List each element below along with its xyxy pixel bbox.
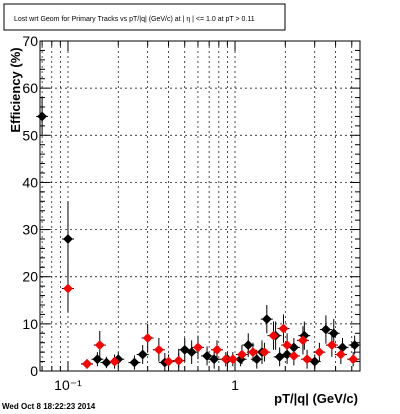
data-marker — [348, 354, 359, 365]
data-marker — [243, 340, 254, 350]
data-marker — [302, 354, 312, 365]
data-marker — [153, 344, 164, 355]
data-marker — [282, 340, 293, 350]
data-marker — [326, 340, 337, 350]
data-marker — [63, 283, 73, 294]
grid-lines — [40, 41, 360, 371]
data-marker — [193, 342, 203, 353]
y-tick-label: 50 — [22, 127, 38, 143]
x-tick-label: 1 — [231, 377, 239, 393]
axis-ticks — [40, 40, 360, 372]
data-marker — [298, 335, 308, 346]
y-tick-label: 10 — [22, 316, 38, 332]
x-axis-title: pT/|q| (GeV/c) — [274, 391, 358, 406]
y-tick-label: 20 — [22, 269, 38, 285]
data-marker — [137, 349, 148, 360]
data-marker — [259, 347, 270, 358]
data-marker — [179, 344, 190, 355]
y-tick-label: 30 — [22, 222, 38, 238]
data-marker — [220, 354, 231, 365]
data-marker — [212, 344, 222, 355]
data-marker — [37, 111, 48, 122]
y-tick-label: 70 — [22, 33, 38, 49]
data-marker — [251, 354, 262, 365]
data-marker — [109, 356, 120, 367]
data-marker — [288, 351, 299, 361]
data-marker — [248, 347, 258, 358]
timestamp-footer: Wed Oct 8 18:22:23 2014 — [2, 402, 96, 411]
plot-frame — [39, 40, 361, 372]
data-marker — [268, 330, 279, 341]
data-marker — [349, 340, 360, 350]
chart-title: Lost wrt Geom for Primary Tracks vs pT/|… — [14, 16, 255, 23]
data-marker — [278, 323, 289, 334]
data-marker — [173, 355, 184, 366]
y-tick-label: 0 — [30, 363, 38, 379]
data-marker — [202, 351, 212, 361]
data-marker — [320, 324, 331, 335]
data-marker — [186, 347, 197, 358]
data-marker — [163, 356, 174, 367]
y-axis-title: Efficiency (%) — [8, 47, 23, 132]
data-marker — [142, 333, 153, 343]
data-marker — [63, 234, 73, 244]
data-marker — [314, 347, 325, 358]
data-marker — [129, 357, 140, 368]
y-tick-label: 40 — [22, 174, 38, 190]
data-marker — [82, 359, 92, 369]
data-marker — [94, 340, 105, 350]
x-tick-label: 10⁻¹ — [54, 377, 82, 393]
data-marker — [227, 354, 238, 365]
data-marker — [261, 314, 272, 325]
y-tick-label: 60 — [22, 80, 38, 96]
title-box: Lost wrt Geom for Primary Tracks vs pT/|… — [3, 3, 286, 31]
tick-labels: 0 10 20 30 40 50 60 70 10⁻¹ 1 — [22, 33, 239, 393]
data-marker — [237, 349, 247, 360]
data-marker — [335, 349, 346, 360]
data-points — [36, 97, 361, 371]
